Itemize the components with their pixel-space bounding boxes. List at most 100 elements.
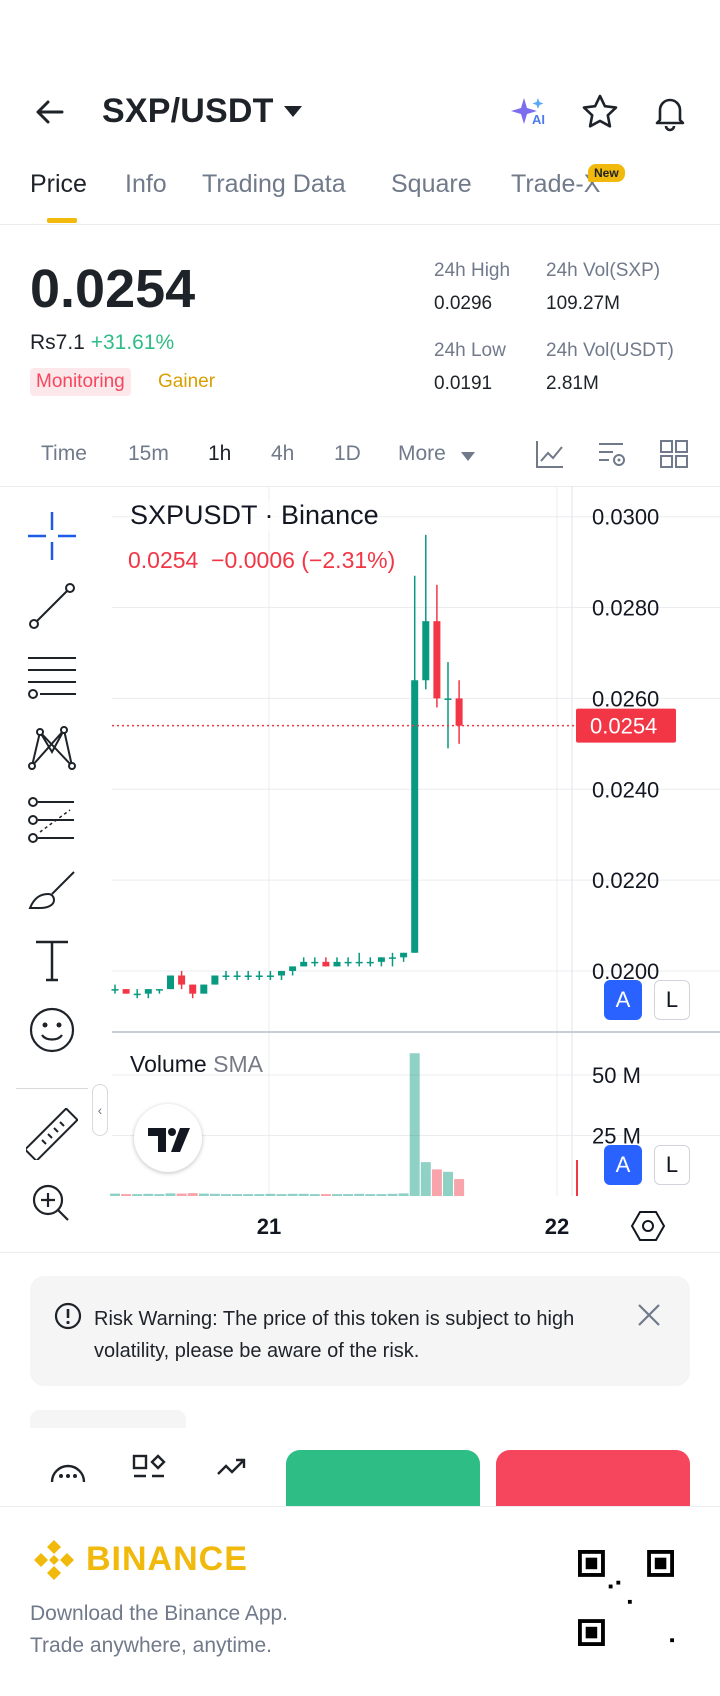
divider: [0, 486, 720, 487]
close-risk-button[interactable]: [636, 1302, 662, 1333]
volume-tick-label: 50 M: [592, 1063, 641, 1088]
volume-sma-label: SMA: [213, 1051, 263, 1077]
fib-retracement-icon[interactable]: [26, 652, 78, 704]
tab-price[interactable]: Price: [30, 170, 87, 198]
caret-down-icon[interactable]: [282, 104, 304, 125]
price-axis-log-button[interactable]: L: [654, 980, 690, 1020]
qr-module: [608, 1584, 613, 1589]
brush-icon[interactable]: [26, 864, 78, 916]
gainer-tag[interactable]: Gainer: [158, 371, 216, 392]
star-icon: [582, 94, 618, 128]
price-tick-label: 0.0220: [592, 868, 659, 893]
interval-1d[interactable]: 1D: [334, 442, 361, 465]
pattern-icon[interactable]: [26, 722, 78, 774]
pair-title[interactable]: SXP/USDT: [102, 92, 274, 130]
qr-module: [627, 1599, 632, 1604]
interval-4h[interactable]: 4h: [271, 442, 295, 465]
volume-axis-log-button[interactable]: L: [654, 1145, 690, 1185]
vol-sxp-label: 24h Vol(SXP): [546, 260, 661, 281]
volume-bar: [376, 1194, 387, 1196]
candle-body: [222, 975, 230, 977]
ohlc-readout: 0.0254 −0.0006 (−2.31%): [128, 547, 396, 573]
volume-bar: [265, 1193, 276, 1196]
candle-body: [377, 957, 385, 962]
caret-down-icon[interactable]: [460, 450, 476, 468]
tab-square[interactable]: Square: [391, 170, 472, 198]
volume-bar: [443, 1171, 453, 1196]
zoom-in-icon[interactable]: [30, 1182, 74, 1226]
tab-trade-x[interactable]: Trade-X: [511, 170, 601, 198]
time-tick-label: 22: [545, 1214, 569, 1239]
volume-axis-auto-button[interactable]: A: [604, 1145, 642, 1185]
volume-bar: [198, 1193, 209, 1196]
indicator-icon[interactable]: [534, 438, 566, 475]
interval-1h[interactable]: 1h: [208, 442, 232, 465]
prediction-icon[interactable]: [26, 794, 78, 846]
low-label: 24h Low: [434, 340, 506, 361]
candle-body: [333, 961, 341, 967]
text-tool-icon[interactable]: [26, 934, 78, 986]
volume-bar: [398, 1193, 409, 1196]
interval-more[interactable]: More: [398, 442, 446, 465]
change-percent: +31.61%: [90, 331, 175, 354]
candle-body: [422, 621, 430, 681]
divider: [0, 224, 720, 225]
chart-settings-icon[interactable]: [596, 438, 628, 475]
volume-bar: [309, 1194, 320, 1196]
price-tick-label: 0.0240: [592, 777, 659, 802]
ai-button[interactable]: AI: [508, 94, 552, 134]
candle-body: [311, 961, 319, 964]
tradingview-logo[interactable]: [134, 1104, 202, 1172]
crosshair-icon[interactable]: [26, 510, 78, 562]
volume-tick-label: 25 M: [592, 1124, 641, 1149]
candle-body: [144, 989, 152, 994]
vol-usdt-value: 2.81M: [546, 373, 599, 394]
high-label: 24h High: [434, 260, 511, 281]
candlestick-chart[interactable]: 0.0254 0.0300 0.0280 0.0260 0.0240 0.0220 0.0…: [0, 486, 720, 1256]
risk-warning-text: Risk Warning: The price of this token is…: [94, 1308, 575, 1362]
candle-body: [178, 975, 186, 985]
tab-trading-data[interactable]: Trading Data: [202, 170, 346, 198]
monitoring-tag[interactable]: Monitoring: [30, 368, 131, 396]
interval-15m[interactable]: 15m: [128, 442, 169, 465]
tab-active-indicator: [47, 218, 77, 223]
volume-bar: [110, 1193, 120, 1196]
emoji-icon[interactable]: [26, 1004, 78, 1056]
volume-label: Volume: [130, 1051, 207, 1077]
binance-brand: BINANCE: [86, 1540, 248, 1578]
ruler-icon[interactable]: [26, 1108, 78, 1160]
volume-bar: [176, 1193, 187, 1196]
sell-button[interactable]: [496, 1450, 690, 1510]
back-button[interactable]: [30, 92, 70, 132]
collapse-toolbar-handle[interactable]: ‹: [92, 1084, 108, 1136]
candle-body: [211, 975, 219, 985]
volume-bar: [254, 1194, 265, 1196]
convert-button[interactable]: [132, 1452, 168, 1489]
volume-bar: [431, 1169, 442, 1196]
high-value: 0.0296: [434, 293, 493, 314]
buy-button[interactable]: [286, 1450, 480, 1510]
price-axis-auto-button[interactable]: A: [604, 980, 642, 1020]
trend-line-icon[interactable]: [26, 580, 78, 632]
grid-layout-icon[interactable]: [658, 438, 690, 475]
favorite-button[interactable]: [580, 92, 620, 137]
candle-body: [189, 984, 197, 994]
info-icon: [54, 1302, 82, 1335]
candle-body: [433, 621, 441, 699]
candle-body: [300, 961, 308, 967]
alert-button[interactable]: [650, 92, 690, 137]
toolbar-divider: [16, 1088, 88, 1089]
qr-code[interactable]: [578, 1550, 674, 1646]
chart-settings-button[interactable]: [630, 1208, 666, 1249]
tab-info[interactable]: Info: [125, 170, 167, 198]
candle-body: [444, 698, 452, 700]
bell-icon: [655, 98, 685, 132]
more-button[interactable]: [50, 1452, 86, 1489]
app-download-footer: [0, 1506, 720, 1696]
interval-time[interactable]: Time: [41, 442, 87, 465]
close-icon: [638, 1304, 660, 1326]
download-line-2: Trade anywhere, anytime.: [30, 1634, 273, 1657]
download-text: Download the Binance App. Trade anywhere…: [30, 1598, 288, 1662]
convert-icon: [132, 1454, 166, 1478]
trade-shortcut-button[interactable]: [214, 1452, 250, 1489]
